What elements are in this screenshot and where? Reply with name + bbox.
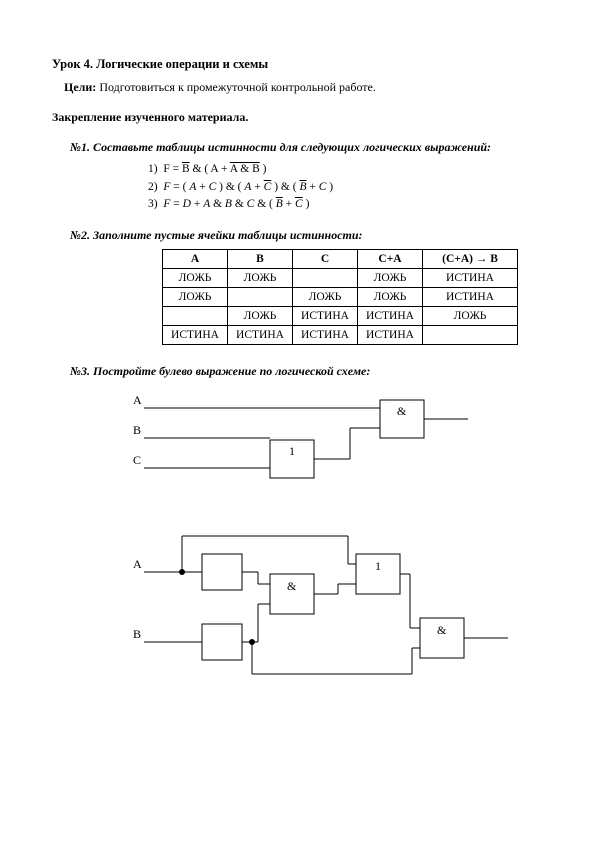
svg-text:A: A [133, 557, 142, 571]
svg-text:&: & [397, 404, 407, 418]
section-heading: Закрепление изученного материала. [52, 109, 543, 125]
svg-text:B: B [133, 423, 141, 437]
table-row: ЛОЖЬ ЛОЖЬ ЛОЖЬ ИСТИНА [163, 288, 518, 307]
task1-formulas: 1) F = B & ( A + A & B ) 2) F = ( A + C … [148, 161, 543, 213]
formula-1: 1) F = B & ( A + A & B ) [148, 161, 543, 178]
table-row: ИСТИНА ИСТИНА ИСТИНА ИСТИНА [163, 326, 518, 345]
svg-text:&: & [437, 623, 447, 637]
logic-diagram-2: A B & 1 & [130, 524, 543, 688]
goals-text: Подготовиться к промежуточной контрольно… [99, 80, 376, 94]
truth-table-header-row: A B C C+A (C+A) → B [163, 250, 518, 269]
task1-heading: №1. Составьте таблицы истинности для сле… [70, 139, 543, 155]
svg-text:C: C [133, 453, 141, 467]
svg-text:1: 1 [289, 444, 295, 458]
table-row: ЛОЖЬ ИСТИНА ИСТИНА ЛОЖЬ [163, 307, 518, 326]
formula-2: 2) F = ( A + C ) & ( A + C ) & ( B + C ) [148, 179, 543, 196]
svg-text:1: 1 [375, 559, 381, 573]
task2-heading: №2. Заполните пустые ячейки таблицы исти… [70, 227, 543, 243]
formula-3: 3) F = D + A & B & C & ( B + C ) [148, 196, 543, 213]
lesson-title: Урок 4. Логические операции и схемы [52, 56, 543, 73]
th-C: C [293, 250, 358, 269]
task3-heading: №3. Постройте булево выражение по логиче… [70, 363, 543, 379]
svg-text:B: B [133, 627, 141, 641]
logic-diagram-1: A B C 1 & [130, 390, 543, 504]
th-impl: (C+A) → B [423, 250, 518, 269]
table-row: ЛОЖЬ ЛОЖЬ ЛОЖЬ ИСТИНА [163, 269, 518, 288]
th-B: B [228, 250, 293, 269]
th-CplusA: C+A [358, 250, 423, 269]
th-A: A [163, 250, 228, 269]
goals-label: Цели: [64, 80, 96, 94]
goals-line: Цели: Подготовиться к промежуточной конт… [64, 79, 543, 95]
svg-text:A: A [133, 393, 142, 407]
svg-text:&: & [287, 579, 297, 593]
truth-table-body: ЛОЖЬ ЛОЖЬ ЛОЖЬ ИСТИНА ЛОЖЬ ЛОЖЬ ЛОЖЬ ИСТ… [163, 269, 518, 345]
truth-table: A B C C+A (C+A) → B ЛОЖЬ ЛОЖЬ ЛОЖЬ ИСТИН… [162, 249, 518, 345]
